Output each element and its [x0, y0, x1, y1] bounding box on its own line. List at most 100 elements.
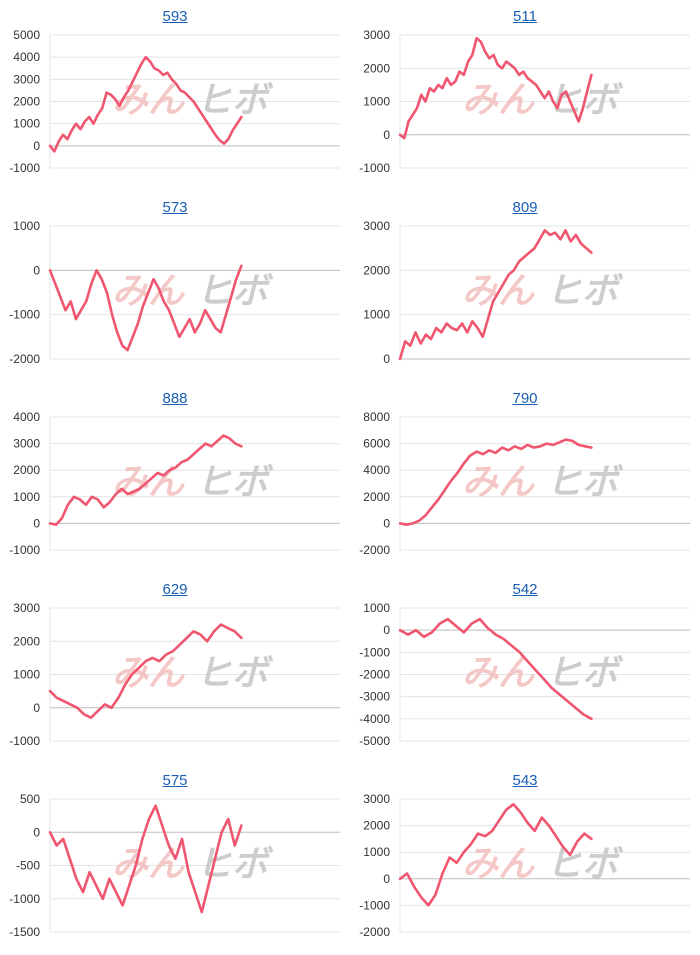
y-tick-label: -500	[16, 859, 40, 873]
line-chart: -2000 0 2000 4000 6000 8000 みん ヒボ	[359, 410, 690, 557]
series-line	[48, 55, 243, 153]
y-tick-label: -1000	[9, 161, 40, 175]
y-tick-label: 8000	[363, 410, 390, 424]
watermark-text-left: みん	[462, 462, 535, 503]
y-tick-label: 0	[33, 139, 40, 153]
watermark-logo: みん ヒボ	[462, 271, 624, 312]
y-tick-label: 2000	[13, 634, 40, 648]
watermark-text-right: ヒボ	[546, 844, 624, 885]
watermark-text-left: みん	[462, 80, 535, 121]
y-tick-label: 2000	[363, 263, 390, 277]
y-tick-label: 0	[33, 825, 40, 839]
watermark-logo: みん ヒボ	[112, 271, 274, 312]
line-chart: 0 1000 2000 3000 みん ヒボ	[363, 219, 690, 366]
y-tick-label: -2000	[9, 352, 40, 366]
y-tick-label: -1000	[9, 308, 40, 322]
y-tick-label: 1000	[13, 219, 40, 233]
y-tick-label: -1000	[359, 645, 390, 659]
chart-panel-542: 542 -5000 -4000 -3000 -2000 -1000 0 1000 みん ヒボ	[350, 573, 700, 764]
line-chart: -1500 -1000 -500 0 500 みん ヒボ	[9, 792, 340, 939]
chart-title-link[interactable]: 593	[162, 8, 188, 25]
series-line	[398, 36, 593, 140]
y-tick-label: 1000	[363, 308, 390, 322]
watermark-logo: みん ヒボ	[462, 462, 624, 503]
y-tick-label: 1000	[13, 117, 40, 131]
line-chart: -2000 -1000 0 1000 2000 3000 みん ヒボ	[359, 792, 690, 939]
chart-title-link[interactable]: 575	[162, 772, 188, 789]
y-tick-label: 6000	[363, 437, 390, 451]
line-chart: -1000 0 1000 2000 3000 4000 5000 みん ヒボ	[9, 28, 340, 175]
watermark-logo: みん ヒボ	[112, 653, 274, 694]
chart-title-link[interactable]: 542	[512, 581, 538, 598]
line-chart: -5000 -4000 -3000 -2000 -1000 0 1000 みん ヒボ	[359, 601, 690, 748]
y-tick-label: 2000	[363, 61, 390, 75]
watermark-text-right: ヒボ	[196, 844, 274, 885]
y-tick-label: 1000	[363, 601, 390, 615]
series-line	[48, 264, 243, 352]
y-tick-label: 4000	[13, 50, 40, 64]
y-tick-label: -1000	[9, 543, 40, 557]
watermark-text-left: みん	[462, 844, 535, 885]
watermark-text-left: みん	[112, 844, 185, 885]
chart-panel-790: 790 -2000 0 2000 4000 6000 8000 みん ヒボ	[350, 382, 700, 573]
chart-title-link[interactable]: 543	[512, 772, 538, 789]
y-tick-label: -2000	[359, 543, 390, 557]
y-tick-label: 4000	[13, 410, 40, 424]
y-tick-label: 1000	[363, 845, 390, 859]
series-line	[48, 434, 243, 526]
y-tick-label: -1000	[9, 734, 40, 748]
chart-panel-809: 809 0 1000 2000 3000 みん ヒボ	[350, 191, 700, 382]
line-chart: -2000 -1000 0 1000 みん ヒボ	[9, 219, 340, 366]
watermark-text-right: ヒボ	[546, 653, 624, 694]
y-tick-label: 0	[383, 623, 390, 637]
watermark-text-right: ヒボ	[196, 271, 274, 312]
y-tick-label: 3000	[363, 28, 390, 42]
y-tick-label: 500	[20, 792, 40, 806]
chart-title-link[interactable]: 511	[513, 8, 537, 25]
chart-title-link[interactable]: 809	[512, 199, 538, 216]
y-tick-label: -4000	[359, 712, 390, 726]
chart-panel-593: 593 -1000 0 1000 2000 3000 4000 5000 みん ヒボ	[0, 0, 350, 191]
watermark-text-right: ヒボ	[196, 80, 274, 121]
watermark-text-right: ヒボ	[196, 462, 274, 503]
watermark-logo: みん ヒボ	[462, 653, 624, 694]
y-tick-label: -1000	[9, 892, 40, 906]
line-chart: -1000 0 1000 2000 3000 みん ヒボ	[9, 601, 340, 748]
series-line	[398, 229, 593, 361]
y-tick-label: -1500	[9, 925, 40, 939]
y-tick-label: 1000	[363, 95, 390, 109]
chart-panel-573: 573 -2000 -1000 0 1000 みん ヒボ	[0, 191, 350, 382]
y-tick-label: 2000	[13, 463, 40, 477]
line-chart: -1000 0 1000 2000 3000 みん ヒボ	[359, 28, 690, 175]
watermark-logo: みん ヒボ	[462, 844, 624, 885]
series-line	[398, 802, 593, 907]
series-line	[48, 623, 243, 719]
y-tick-label: 3000	[13, 72, 40, 86]
watermark-logo: みん ヒボ	[462, 80, 624, 121]
y-tick-label: 3000	[363, 219, 390, 233]
chart-title-link[interactable]: 790	[512, 390, 538, 407]
series-line	[48, 804, 243, 914]
y-tick-label: -3000	[359, 690, 390, 704]
y-tick-label: 0	[383, 128, 390, 142]
y-tick-label: 3000	[363, 792, 390, 806]
chart-title-link[interactable]: 629	[162, 581, 188, 598]
y-tick-label: -1000	[359, 161, 390, 175]
y-tick-label: -2000	[359, 925, 390, 939]
y-tick-label: 1000	[13, 668, 40, 682]
series-line	[398, 438, 593, 526]
watermark-text-right: ヒボ	[196, 653, 274, 694]
chart-panel-888: 888 -1000 0 1000 2000 3000 4000 みん ヒボ	[0, 382, 350, 573]
y-tick-label: 5000	[13, 28, 40, 42]
chart-panel-543: 543 -2000 -1000 0 1000 2000 3000 みん ヒボ	[350, 764, 700, 955]
chart-title-link[interactable]: 573	[162, 199, 188, 216]
watermark-text-right: ヒボ	[546, 462, 624, 503]
series-line	[398, 617, 593, 721]
chart-panel-511: 511 -1000 0 1000 2000 3000 みん ヒボ	[350, 0, 700, 191]
y-tick-label: -5000	[359, 734, 390, 748]
y-tick-label: 3000	[13, 437, 40, 451]
chart-title-link[interactable]: 888	[162, 390, 188, 407]
chart-panel-575: 575 -1500 -1000 -500 0 500 みん ヒボ	[0, 764, 350, 955]
